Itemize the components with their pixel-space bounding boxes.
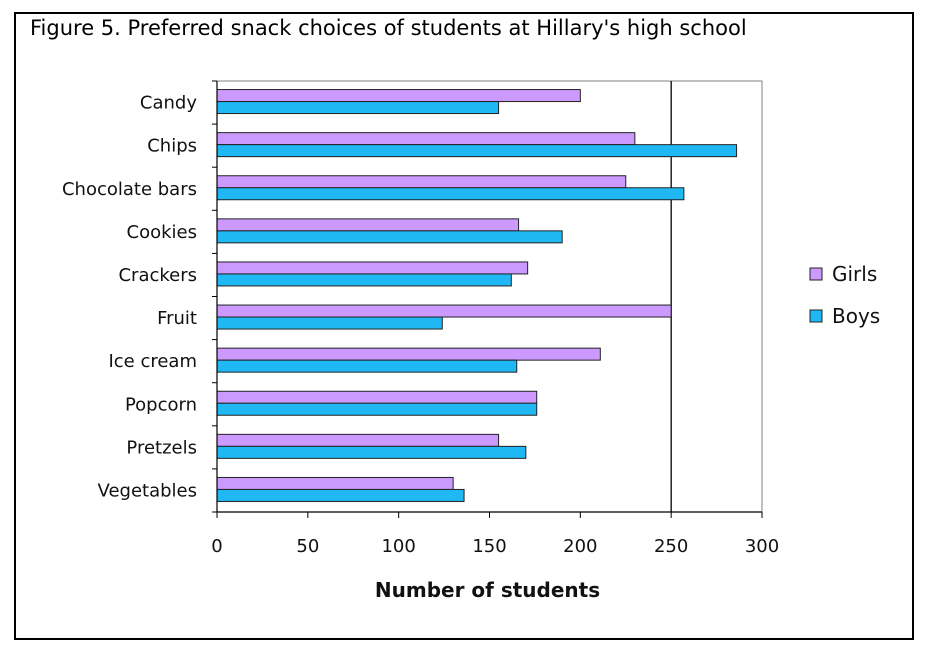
category-label: Cookies [127, 222, 197, 243]
x-tick-label: 100 [381, 536, 415, 557]
x-tick-label: 50 [296, 536, 319, 557]
bar-girls-crackers [216, 261, 529, 275]
bar-girls-vegetables [216, 476, 454, 490]
category-label: Popcorn [125, 394, 197, 415]
legend-swatch-girls [809, 267, 823, 281]
category-label: Crackers [118, 265, 197, 286]
bar-boys-popcorn [216, 402, 538, 416]
bar-girls-chips [216, 132, 636, 146]
category-label: Vegetables [98, 480, 197, 501]
x-tick-label: 300 [745, 536, 779, 557]
bar-girls-cookies [216, 218, 520, 232]
bar-boys-ice-cream [216, 359, 518, 373]
legend-label-girls: Girls [832, 262, 877, 286]
category-label: Candy [140, 93, 197, 114]
bar-boys-cookies [216, 230, 563, 244]
figure-title: Figure 5. Preferred snack choices of stu… [30, 16, 747, 40]
x-tick-label: 0 [211, 536, 222, 557]
bar-boys-pretzels [216, 445, 527, 459]
bar-girls-ice-cream [216, 347, 601, 361]
x-tick-label: 250 [654, 536, 688, 557]
category-label: Pretzels [126, 437, 197, 458]
bar-boys-vegetables [216, 488, 465, 502]
bar-boys-crackers [216, 273, 512, 287]
x-tick-label: 150 [472, 536, 506, 557]
category-label: Chocolate bars [62, 179, 197, 200]
bar-boys-candy [216, 101, 500, 115]
legend-swatch-boys [809, 309, 823, 323]
bar-girls-fruit [216, 304, 672, 318]
x-tick-label: 200 [563, 536, 597, 557]
bar-boys-chips [216, 144, 738, 158]
x-axis-title: Number of students [375, 578, 600, 602]
bar-boys-chocolate-bars [216, 187, 685, 201]
bar-girls-popcorn [216, 390, 538, 404]
bar-girls-pretzels [216, 433, 500, 447]
bar-boys-fruit [216, 316, 443, 330]
category-label: Fruit [157, 308, 197, 329]
legend-label-boys: Boys [832, 304, 880, 328]
bar-girls-chocolate-bars [216, 175, 627, 189]
bar-girls-candy [216, 89, 581, 103]
category-label: Chips [147, 136, 197, 157]
category-label: Ice cream [108, 351, 197, 372]
